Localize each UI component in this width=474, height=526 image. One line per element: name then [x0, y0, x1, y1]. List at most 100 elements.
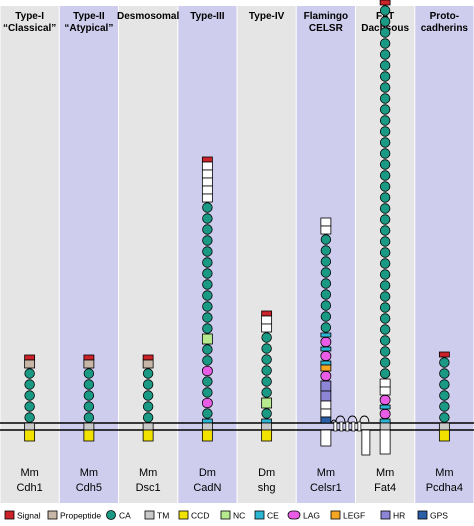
legend-swatch-propeptide [47, 510, 58, 520]
ca-domain [202, 246, 213, 257]
ca-domain [320, 322, 332, 333]
spacer-region [201, 185, 213, 195]
ca-domain [261, 376, 272, 387]
ca-domain [202, 202, 213, 213]
lag-domain [201, 398, 213, 408]
signal-domain [261, 310, 273, 317]
lag-domain [320, 351, 332, 361]
tm7-helix [333, 421, 338, 432]
protein-label: Pcdha4 [426, 482, 463, 494]
ca-domain [142, 368, 154, 379]
ca-domain [379, 269, 391, 280]
tm7-helix [339, 421, 344, 432]
ca-domain [379, 115, 391, 126]
ca-domain [379, 258, 391, 269]
tm-domain [142, 422, 154, 431]
ca-domain [83, 412, 95, 423]
ca-domain [379, 137, 391, 148]
legend-swatch-legf [330, 510, 341, 520]
ca-domain [379, 170, 391, 181]
legf-domain [320, 364, 332, 372]
lag-domain [320, 337, 332, 347]
column-heading: Desmosomal [117, 11, 179, 22]
ca-domain [202, 235, 213, 246]
propeptide-domain [24, 359, 36, 369]
ca-domain [142, 401, 154, 412]
ca-domain [202, 376, 213, 387]
ca-domain [83, 401, 95, 412]
ca-domain [202, 344, 213, 355]
ce-domain [201, 418, 213, 424]
ccd-domain [142, 429, 154, 442]
ca-domain [379, 324, 391, 335]
tm-domain [261, 422, 273, 431]
ca-domain [439, 379, 450, 390]
ca-domain [202, 224, 213, 235]
ca-domain [202, 323, 213, 334]
ca-domain [202, 257, 213, 268]
ca-domain [261, 343, 272, 354]
ca-domain [379, 225, 391, 236]
legend-swatch-gps [417, 510, 428, 520]
ca-domain [379, 291, 391, 302]
ca-domain [379, 27, 391, 38]
ca-domain [261, 387, 272, 398]
ccd-domain [261, 429, 273, 442]
legend-label-legf: LEGF [343, 511, 365, 521]
ca-domain [379, 368, 391, 379]
species-label: Dm [258, 467, 275, 479]
ca-domain [202, 290, 213, 301]
spacer-region [320, 225, 332, 235]
species-label: Mm [376, 467, 394, 479]
legend-swatch-lag [287, 510, 301, 520]
lag-domain [201, 366, 213, 376]
cytoplasmic-tail [379, 429, 391, 455]
ca-domain [202, 355, 213, 366]
ccd-domain [438, 429, 450, 442]
ccd-domain [83, 429, 95, 442]
spacer-region [320, 408, 332, 418]
ca-domain [83, 368, 95, 379]
ca-domain [320, 278, 332, 289]
legend-swatch-ca [106, 510, 116, 520]
spacer-region [201, 169, 213, 179]
ca-domain [320, 256, 332, 267]
ca-domain [379, 93, 391, 104]
ca-domain [379, 82, 391, 93]
ca-domain [320, 234, 332, 245]
ca-domain [261, 332, 272, 343]
hr-domain [320, 390, 332, 402]
gps-domain [320, 416, 332, 424]
tm-domain [438, 422, 450, 431]
column-heading: Type-III [190, 11, 224, 22]
spacer-region [320, 217, 332, 227]
lag-domain [379, 395, 391, 405]
column-heading: “Classical” [3, 23, 56, 34]
ca-domain [142, 379, 154, 390]
tm-domain [83, 422, 95, 431]
nc-domain [261, 397, 273, 409]
legend-swatch-hr [380, 510, 391, 520]
protein-label: shg [258, 482, 276, 494]
protein-label: Dsc1 [136, 482, 161, 494]
lag-domain [320, 371, 332, 381]
ca-domain [142, 390, 154, 401]
ca-domain [379, 126, 391, 137]
legend-label-ccd: CCD [191, 511, 209, 521]
ca-domain [202, 408, 213, 419]
tm-domain [379, 422, 391, 431]
spacer-region [379, 386, 391, 396]
ca-domain [202, 301, 213, 312]
ca-domain [439, 412, 450, 423]
ccd-domain [201, 429, 213, 442]
tm7-helix [357, 421, 362, 432]
ca-domain [83, 390, 95, 401]
signal-domain [201, 156, 213, 163]
ca-domain [379, 71, 391, 82]
column-heading: Type-I [15, 11, 44, 22]
ca-domain [261, 408, 272, 419]
ca-domain [379, 346, 391, 357]
ca-domain [439, 401, 450, 412]
signal-domain [142, 354, 154, 361]
protein-label: Celsr1 [310, 482, 342, 494]
